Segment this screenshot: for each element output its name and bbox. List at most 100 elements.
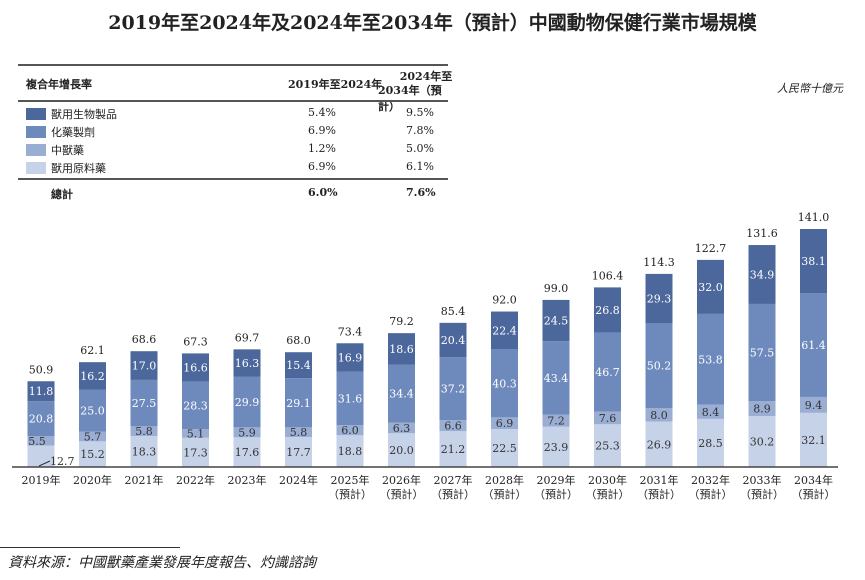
bar-segment: [748, 303, 776, 402]
row-v2: 6.1%: [406, 160, 434, 173]
col1-header: 2019年至2024年: [288, 78, 383, 91]
data-label: 6.9: [496, 417, 514, 430]
row-v1: 6.9%: [308, 160, 336, 173]
bar-segment: [800, 229, 827, 294]
data-label: 18.6: [389, 343, 414, 356]
x-tick-label: 2019年: [22, 473, 61, 487]
bar-segment: [491, 311, 518, 350]
x-tick-label: 2021年: [125, 473, 164, 487]
bar-segment: [130, 426, 158, 437]
bar-segment: [27, 436, 55, 446]
x-tick-label: 2024年: [279, 473, 318, 487]
x-tick-sublabel: （預計）: [328, 487, 372, 501]
total-label: 67.3: [183, 335, 208, 348]
bar-segment: [491, 429, 518, 467]
bar-segment: [130, 351, 158, 380]
legend-swatch: [26, 126, 46, 138]
data-label: 29.1: [286, 397, 311, 410]
bar-segment: [285, 352, 312, 379]
bar-segment: [697, 313, 724, 405]
data-label: 6.6: [444, 420, 462, 433]
data-label: 6.3: [393, 422, 411, 435]
bar-segment: [439, 357, 467, 421]
bar-segment: [233, 427, 261, 438]
bar-segment: [542, 341, 570, 415]
bar-segment: [800, 293, 827, 397]
total-label: 99.0: [544, 282, 569, 295]
legend-swatch: [26, 108, 46, 120]
total-label: 141.0: [798, 211, 830, 224]
bar-segment: [697, 259, 724, 314]
data-label: 17.0: [132, 360, 157, 373]
data-label: 7.6: [599, 412, 617, 425]
x-tick-label: 2022年: [176, 473, 215, 487]
data-label: 8.4: [702, 406, 720, 419]
data-label: 34.4: [389, 388, 414, 401]
row-label: 中獸藥: [51, 144, 84, 157]
x-tick-sublabel: （預計）: [431, 487, 475, 501]
total-label: 68.0: [286, 334, 311, 347]
row-label: 獸用生物製品: [51, 108, 117, 121]
bar-segment: [233, 376, 261, 428]
bar-segment: [697, 418, 724, 467]
x-tick-sublabel: （預計）: [689, 487, 733, 501]
data-label: 16.9: [338, 352, 363, 365]
cagr-row: 化藥製劑 6.9% 7.8%: [18, 124, 448, 142]
data-label: 20.8: [29, 413, 54, 426]
data-label: 29.9: [235, 396, 260, 409]
bar-segment: [748, 401, 776, 417]
data-label: 15.2: [80, 448, 105, 461]
bar-segment: [388, 422, 415, 434]
data-label: 17.7: [286, 446, 311, 459]
total-label: 50.9: [29, 363, 54, 376]
data-label: 8.0: [650, 409, 668, 422]
data-label: 12.7: [50, 455, 75, 468]
x-tick-label: 2023年: [228, 473, 267, 487]
cagr-row: 獸用原料藥 6.9% 6.1%: [18, 160, 448, 178]
data-label: 34.9: [750, 268, 775, 281]
data-label: 16.6: [183, 361, 208, 374]
bar-segment: [439, 431, 467, 467]
total-label: 69.7: [235, 331, 260, 344]
data-label: 22.4: [492, 324, 517, 337]
x-tick-label: 2032年: [691, 473, 730, 487]
bar-segment: [27, 381, 55, 402]
bar-segment: [800, 412, 827, 467]
total-label: 73.4: [338, 325, 363, 338]
data-label: 26.8: [595, 304, 620, 317]
data-label: 24.5: [544, 315, 569, 328]
data-label: 30.2: [750, 436, 775, 449]
x-tick-sublabel: （預計）: [637, 487, 681, 501]
data-label: 18.3: [132, 446, 157, 459]
total-label: 68.6: [132, 333, 157, 346]
bar-segment: [182, 353, 209, 382]
data-label: 43.4: [544, 372, 569, 385]
source-divider: [0, 547, 180, 548]
data-label: 31.6: [338, 392, 363, 405]
row-v2: 7.8%: [406, 124, 434, 137]
x-tick-sublabel: （預計）: [534, 487, 578, 501]
bar-segment: [388, 333, 415, 365]
x-tick-label: 2026年: [382, 473, 421, 487]
cagr-row: 中獸藥 1.2% 5.0%: [18, 142, 448, 160]
bar-segment: [594, 332, 621, 412]
data-label: 37.2: [441, 383, 466, 396]
data-label: 5.5: [28, 435, 46, 448]
data-label: 53.8: [698, 353, 723, 366]
x-tick-label: 2030年: [588, 473, 627, 487]
x-tick-sublabel: （預計）: [792, 487, 836, 501]
data-label: 27.5: [132, 397, 157, 410]
data-label: 22.5: [492, 442, 517, 455]
bar-segment: [800, 396, 827, 413]
data-label: 57.5: [750, 346, 775, 359]
x-tick-sublabel: （預計）: [740, 487, 784, 501]
total-v2: 7.6%: [406, 186, 436, 199]
data-label: 7.2: [547, 415, 565, 428]
bar-segment: [336, 425, 364, 436]
cagr-header: 複合年增長率: [26, 78, 92, 91]
bar-segment: [79, 362, 106, 390]
data-label: 20.0: [389, 444, 414, 457]
bar-segment: [594, 411, 621, 425]
bar-segment: [336, 435, 364, 467]
chart-title: 2019年至2024年及2024年至2034年（預計）中國動物保健行業市場規模: [108, 12, 757, 34]
